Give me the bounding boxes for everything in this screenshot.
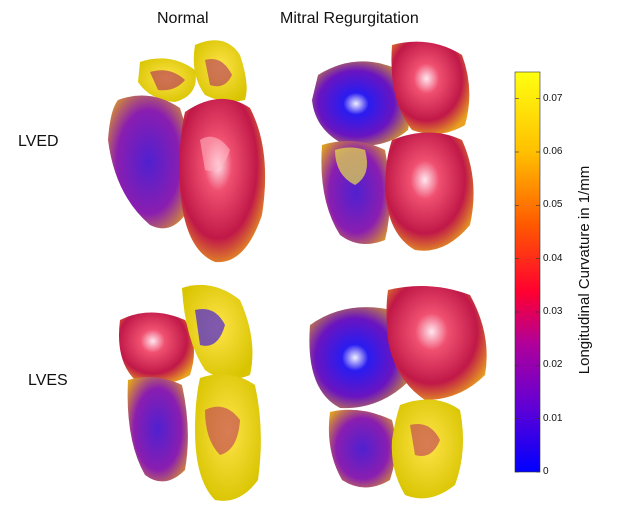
colorbar-tick-label: 0.01 (543, 412, 563, 424)
heart-mr-lves (309, 286, 487, 499)
colorbar-ticks (515, 98, 540, 473)
heart-normal-lves (119, 284, 261, 501)
colorbar-tick-label: 0.02 (543, 359, 563, 371)
colorbar-tick-label: 0 (543, 466, 549, 477)
heart-normal-lved (108, 40, 266, 263)
colorbar-tick-label: 0.04 (543, 252, 563, 264)
row-label-lves: LVES (28, 372, 68, 389)
row-label-lved: LVED (18, 133, 59, 150)
colorbar-tick-label: 0.06 (543, 146, 563, 157)
colorbar-tick-label: 0.03 (543, 306, 563, 317)
colorbar (514, 71, 541, 473)
heart-mr-lved (312, 41, 474, 251)
colorbar-tick-label: 0.07 (543, 92, 563, 104)
colorbar-label: Longitudinal Curvature in 1/mm (576, 165, 593, 375)
column-title-normal: Normal (157, 10, 209, 27)
column-title-mitral-regurgitation: Mitral Regurgitation (280, 10, 419, 27)
colorbar-tick-label: 0.05 (543, 199, 563, 211)
